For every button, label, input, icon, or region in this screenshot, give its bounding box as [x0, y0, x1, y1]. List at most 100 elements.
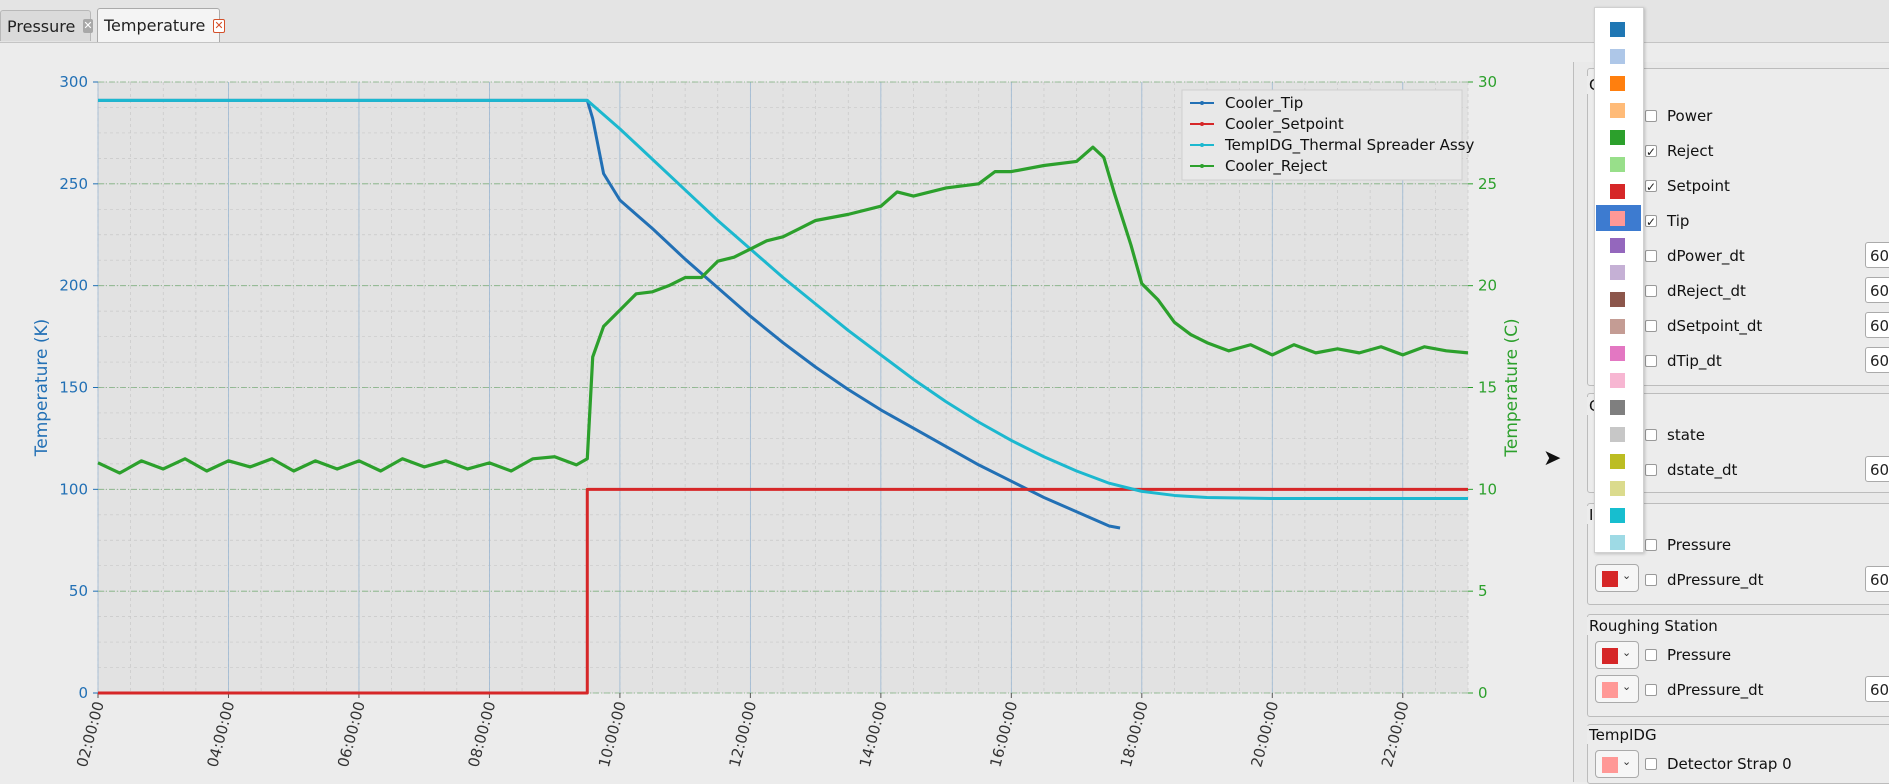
color-select-button[interactable]: ⌄: [1595, 641, 1639, 669]
color-swatch: [1610, 238, 1625, 253]
color-option[interactable]: [1596, 286, 1641, 312]
color-option[interactable]: [1596, 313, 1641, 339]
color-select-button[interactable]: ⌄: [1595, 750, 1639, 778]
signal-row[interactable]: Detector Strap 0: [1645, 754, 1792, 774]
signal-label: Pressure: [1667, 646, 1732, 664]
color-swatch: [1610, 211, 1625, 226]
y-right-tick-label: 0: [1478, 684, 1488, 702]
checkbox[interactable]: ✓: [1645, 215, 1657, 229]
y-right-tick-label: 15: [1478, 379, 1497, 397]
color-swatch: [1610, 481, 1625, 496]
rate-window-input[interactable]: 60: [1865, 347, 1889, 373]
color-option[interactable]: [1596, 124, 1641, 150]
color-option[interactable]: [1596, 502, 1641, 528]
checkbox[interactable]: ✓: [1645, 145, 1657, 159]
checkbox[interactable]: [1645, 110, 1657, 122]
color-option[interactable]: [1596, 232, 1641, 258]
color-select-button[interactable]: ⌄: [1595, 675, 1639, 703]
checkbox[interactable]: [1645, 539, 1657, 551]
legend-marker: [1200, 101, 1204, 105]
series-line-1: [98, 487, 1468, 695]
rate-window-input[interactable]: 60: [1865, 676, 1889, 702]
signal-row[interactable]: dPower_dt: [1645, 246, 1745, 266]
group-title: TempIDG: [1587, 726, 1659, 744]
checkbox[interactable]: [1645, 355, 1657, 367]
color-swatch: [1602, 757, 1618, 773]
legend-label: Cooler_Tip: [1225, 94, 1303, 113]
checkbox[interactable]: [1645, 574, 1657, 586]
signal-row[interactable]: state: [1645, 425, 1705, 445]
checkbox[interactable]: ✓: [1645, 180, 1657, 194]
checkbox[interactable]: [1645, 320, 1657, 332]
checkbox[interactable]: [1645, 464, 1657, 476]
color-select-button[interactable]: ⌄: [1595, 564, 1639, 592]
color-option[interactable]: [1596, 394, 1641, 420]
checkbox[interactable]: [1645, 285, 1657, 297]
color-option[interactable]: [1596, 70, 1641, 96]
signal-row[interactable]: dPressure_dt: [1645, 570, 1763, 590]
color-option[interactable]: [1596, 448, 1641, 474]
checkbox[interactable]: [1645, 250, 1657, 262]
signal-row[interactable]: ✓ Reject: [1645, 141, 1714, 161]
color-option[interactable]: [1596, 529, 1641, 555]
signal-row[interactable]: dstate_dt: [1645, 460, 1737, 480]
color-option[interactable]: [1596, 421, 1641, 447]
color-option[interactable]: [1596, 151, 1641, 177]
color-swatch: [1610, 49, 1625, 64]
legend-label: TempIDG_Thermal Spreader Assy: [1224, 136, 1474, 155]
color-option[interactable]: [1596, 97, 1641, 123]
checkbox[interactable]: [1645, 649, 1657, 661]
signal-label: Pressure: [1667, 536, 1732, 554]
close-icon[interactable]: ✕: [83, 19, 93, 33]
x-tick-label: 06:00:00: [334, 699, 369, 769]
rate-window-input[interactable]: 60: [1865, 566, 1889, 592]
signal-row[interactable]: ✓ Tip: [1645, 211, 1689, 231]
checkbox[interactable]: [1645, 429, 1657, 441]
color-option[interactable]: [1596, 259, 1641, 285]
legend-box: [1181, 89, 1463, 181]
color-swatch: [1610, 22, 1625, 37]
color-option[interactable]: [1596, 43, 1641, 69]
color-swatch: [1602, 571, 1618, 587]
rate-window-input[interactable]: 60: [1865, 456, 1889, 482]
checkbox[interactable]: [1645, 758, 1657, 770]
color-option[interactable]: [1596, 16, 1641, 42]
color-swatch: [1610, 76, 1625, 91]
color-option[interactable]: [1596, 475, 1641, 501]
rate-window-input[interactable]: 60: [1865, 242, 1889, 268]
y-left-tick-label: 100: [59, 480, 88, 498]
signal-row[interactable]: Pressure: [1645, 645, 1731, 665]
color-swatch: [1610, 292, 1625, 307]
signal-row[interactable]: dTip_dt: [1645, 351, 1722, 371]
color-swatch: [1610, 400, 1625, 415]
color-swatch: [1610, 265, 1625, 280]
color-option[interactable]: [1596, 205, 1641, 231]
signal-row[interactable]: dReject_dt: [1645, 281, 1746, 301]
color-option[interactable]: [1596, 178, 1641, 204]
signal-row[interactable]: Pressure: [1645, 535, 1731, 555]
signal-row[interactable]: ✓ Setpoint: [1645, 176, 1730, 196]
signal-label: Tip: [1667, 212, 1690, 230]
x-tick-label: 08:00:00: [464, 699, 499, 769]
color-swatch: [1610, 373, 1625, 388]
rate-window-input[interactable]: 60: [1865, 312, 1889, 338]
color-swatch: [1610, 130, 1625, 145]
signal-row[interactable]: Power: [1645, 106, 1712, 126]
expand-arrow-icon[interactable]: ➤: [1543, 446, 1562, 471]
y-left-tick-label: 150: [59, 379, 88, 397]
tab-pressure[interactable]: Pressure ✕: [0, 10, 93, 41]
color-option[interactable]: [1596, 340, 1641, 366]
color-option[interactable]: [1596, 367, 1641, 393]
signal-label: dSetpoint_dt: [1667, 317, 1763, 335]
signal-row[interactable]: dSetpoint_dt: [1645, 316, 1762, 336]
close-icon[interactable]: ✕: [213, 18, 225, 33]
legend-label: Cooler_Reject: [1225, 157, 1328, 176]
y-left-tick-label: 300: [59, 73, 88, 91]
series-line-3: [97, 145, 1469, 475]
checkbox[interactable]: [1645, 684, 1657, 696]
signal-row[interactable]: dPressure_dt: [1645, 680, 1763, 700]
tab-temperature[interactable]: Temperature ✕: [97, 8, 225, 42]
rate-window-input[interactable]: 60: [1865, 277, 1889, 303]
y-right-tick-label: 25: [1478, 175, 1497, 193]
x-tick-label: 02:00:00: [73, 699, 108, 769]
